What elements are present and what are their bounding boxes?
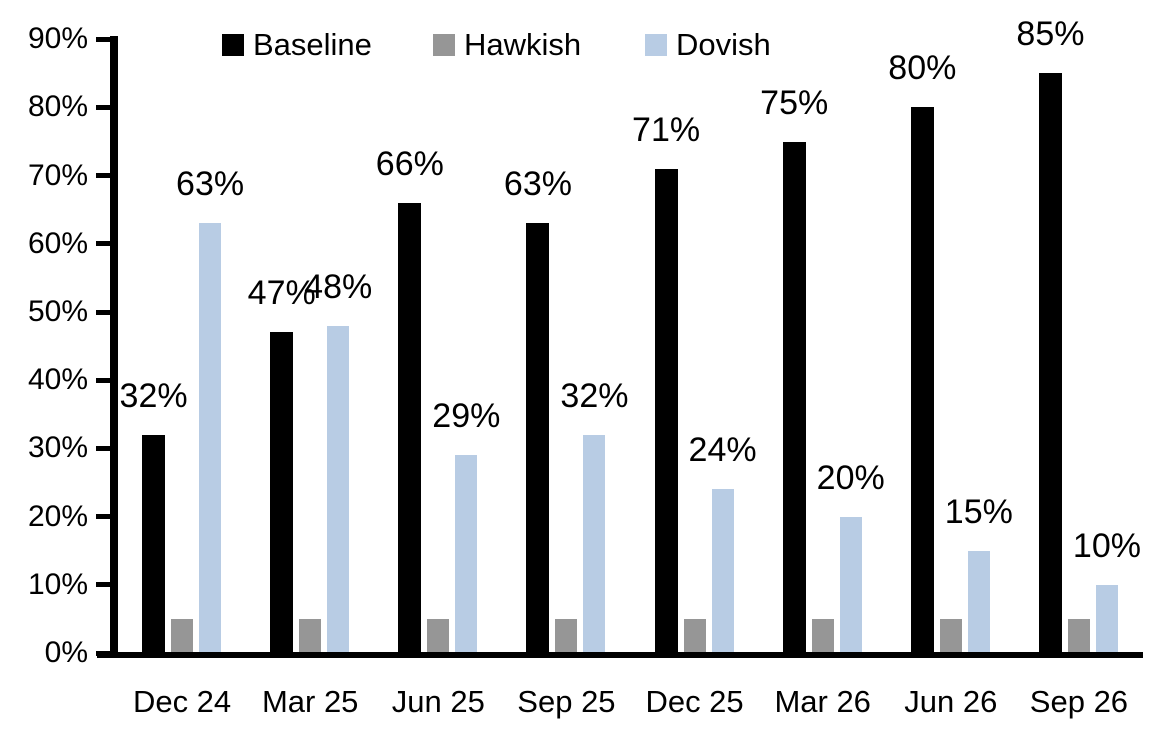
data-label-baseline-dec-24: 32%	[119, 376, 188, 415]
legend-swatch-dovish	[645, 34, 667, 56]
bar-dovish-sep-26	[1095, 584, 1118, 653]
bar-hawkish-mar-26	[811, 618, 834, 653]
bar-dovish-mar-25	[327, 325, 350, 653]
y-axis-label: 20%	[27, 499, 88, 533]
data-label-baseline-dec-25: 71%	[632, 110, 701, 149]
legend-label-baseline: Baseline	[253, 27, 372, 62]
x-axis-label-jun-26: Jun 26	[904, 684, 998, 719]
data-label-dovish-jun-26: 15%	[944, 492, 1013, 531]
y-axis-tick	[96, 309, 110, 315]
x-axis-label-jun-25: Jun 25	[391, 684, 485, 719]
bar-baseline-mar-26	[782, 141, 806, 653]
y-axis-line	[110, 36, 118, 658]
data-label-baseline-sep-25: 63%	[503, 165, 572, 204]
bar-dovish-dec-25	[711, 489, 734, 653]
y-axis-label: 90%	[27, 22, 88, 56]
x-axis-line	[97, 652, 1143, 658]
x-axis-label-sep-25: Sep 25	[517, 684, 616, 719]
x-axis-label-mar-25: Mar 25	[261, 684, 359, 719]
y-axis-tick	[96, 104, 110, 110]
y-axis-tick	[96, 514, 110, 520]
data-label-baseline-mar-26: 75%	[760, 83, 829, 122]
y-axis-label: 0%	[44, 636, 88, 669]
y-axis-tick	[96, 445, 110, 451]
bar-baseline-jun-25	[398, 202, 422, 653]
data-label-dovish-mar-25: 48%	[304, 267, 373, 306]
y-axis-label: 60%	[27, 226, 88, 260]
data-label-dovish-dec-24: 63%	[176, 165, 245, 204]
data-label-dovish-jun-25: 29%	[432, 397, 501, 436]
y-axis-label: 80%	[27, 90, 88, 124]
bar-dovish-dec-24	[199, 223, 222, 653]
legend-swatch-baseline	[222, 34, 244, 56]
bar-dovish-mar-26	[839, 516, 862, 653]
data-label-dovish-mar-26: 20%	[816, 458, 885, 497]
bar-dovish-sep-25	[583, 434, 606, 653]
bar-dovish-jun-26	[967, 550, 990, 653]
legend-swatch-hawkish	[433, 34, 455, 56]
bar-hawkish-jun-26	[939, 618, 962, 653]
x-axis-label-dec-25: Dec 25	[645, 684, 744, 719]
bar-hawkish-sep-25	[555, 618, 578, 653]
bar-hawkish-mar-25	[299, 618, 322, 653]
data-label-dovish-sep-26: 10%	[1072, 526, 1141, 565]
bar-baseline-sep-26	[1038, 73, 1062, 653]
bar-hawkish-dec-25	[683, 618, 706, 653]
data-label-baseline-mar-25: 47%	[247, 274, 316, 313]
x-axis-label-sep-26: Sep 26	[1029, 684, 1129, 719]
x-axis-label-dec-24: Dec 24	[132, 684, 232, 719]
bar-hawkish-sep-26	[1067, 618, 1090, 653]
bar-baseline-jun-26	[910, 107, 934, 653]
bar-baseline-sep-25	[526, 223, 550, 653]
data-label-baseline-jun-26: 80%	[888, 49, 957, 88]
y-axis-label: 30%	[27, 431, 88, 465]
legend-item-dovish: Dovish	[645, 25, 771, 65]
bar-baseline-dec-24	[142, 434, 166, 653]
y-axis-tick	[96, 582, 110, 588]
bar-baseline-dec-25	[654, 168, 678, 653]
bar-hawkish-jun-25	[427, 618, 450, 653]
bar-baseline-mar-25	[270, 332, 294, 653]
data-label-dovish-dec-25: 24%	[688, 431, 757, 470]
bar-dovish-jun-25	[455, 455, 478, 653]
y-axis-tick	[96, 241, 110, 247]
legend-label-dovish: Dovish	[676, 27, 771, 62]
legend-item-baseline: Baseline	[222, 25, 372, 65]
y-axis-tick	[96, 36, 110, 42]
y-axis-tick	[96, 377, 110, 383]
y-axis-tick	[96, 173, 110, 179]
bar-hawkish-dec-24	[171, 618, 194, 653]
y-axis-label: 40%	[27, 363, 88, 397]
data-label-dovish-sep-25: 32%	[560, 376, 629, 415]
y-axis-label: 70%	[27, 158, 88, 192]
legend-item-hawkish: Hawkish	[433, 25, 581, 65]
legend-label-hawkish: Hawkish	[464, 27, 582, 62]
data-label-baseline-jun-25: 66%	[375, 144, 444, 183]
data-label-baseline-sep-26: 85%	[1016, 15, 1085, 54]
y-axis-label: 50%	[27, 295, 88, 328]
x-axis-label-mar-26: Mar 26	[774, 684, 871, 719]
y-axis-label: 10%	[27, 567, 88, 601]
